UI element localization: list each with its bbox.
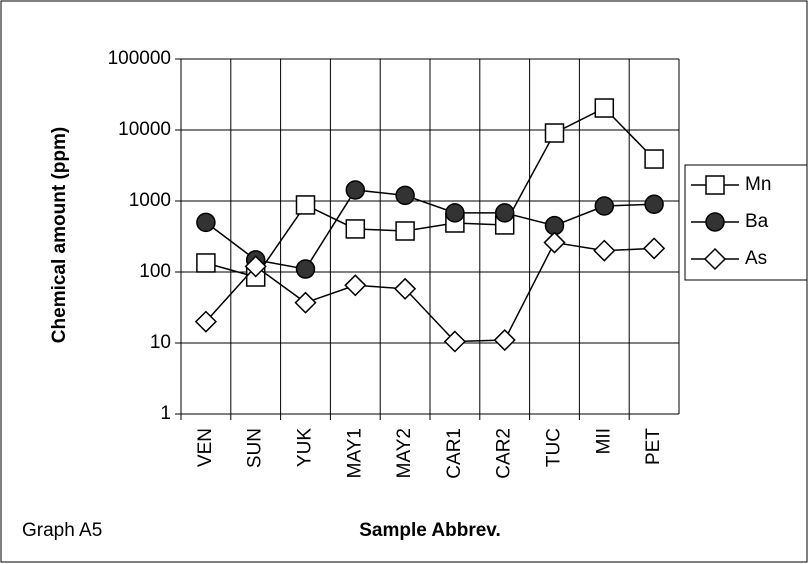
marker [493,329,516,352]
y-tick-label: 100000 [108,48,171,69]
marker [644,194,664,214]
marker [394,277,417,300]
legend-marker [705,212,725,232]
marker [345,219,366,239]
x-tick-label: VEN [195,428,216,467]
y-tick-label: 1000 [129,190,171,211]
marker [544,123,565,143]
marker [345,180,366,200]
legend-marker [703,247,727,271]
y-tick-label: 1 [160,403,171,424]
series-line [205,107,655,278]
marker [593,239,616,262]
marker [594,196,615,216]
legend-label: Mn [745,174,771,195]
marker [295,195,316,215]
marker [644,149,664,169]
marker [395,185,415,206]
marker [395,221,415,241]
marker [196,212,216,233]
marker [594,98,615,118]
legend-label: Ba [745,211,769,232]
y-axis-label: Chemical amount (ppm) [49,127,70,343]
x-tick-label: SUN [245,428,266,468]
marker [643,237,666,260]
x-tick-label: TUC [544,428,565,467]
x-tick-label: PET [643,428,664,465]
marker [196,253,216,273]
marker [445,203,465,223]
marker [194,310,217,333]
y-tick-label: 10000 [118,119,171,140]
marker [543,231,566,254]
marker [295,259,316,279]
x-axis-label: Sample Abbrev. [359,520,501,541]
x-tick-label: MII [593,428,614,454]
x-tick-label: CAR2 [494,428,515,479]
marker [244,255,267,278]
legend-label: As [745,248,767,269]
x-tick-label: MAY2 [394,428,415,478]
marker [294,291,317,314]
series-line [205,241,655,343]
legend-marker [705,175,725,195]
annotation: Graph A5 [22,520,102,541]
x-tick-label: YUK [295,428,316,467]
y-tick-label: 10 [150,332,171,353]
x-tick-label: CAR1 [444,428,465,479]
marker [443,330,466,353]
marker [344,274,367,297]
marker [494,203,515,223]
series-line [205,189,655,270]
x-tick-label: MAY1 [344,428,365,478]
y-tick-label: 100 [139,261,171,282]
